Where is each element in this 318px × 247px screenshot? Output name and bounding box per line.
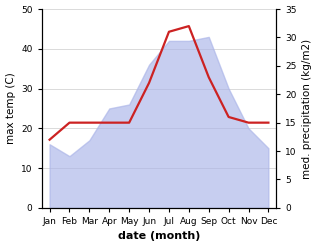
Y-axis label: max temp (C): max temp (C) [5,73,16,144]
Y-axis label: med. precipitation (kg/m2): med. precipitation (kg/m2) [302,38,313,179]
X-axis label: date (month): date (month) [118,231,200,242]
